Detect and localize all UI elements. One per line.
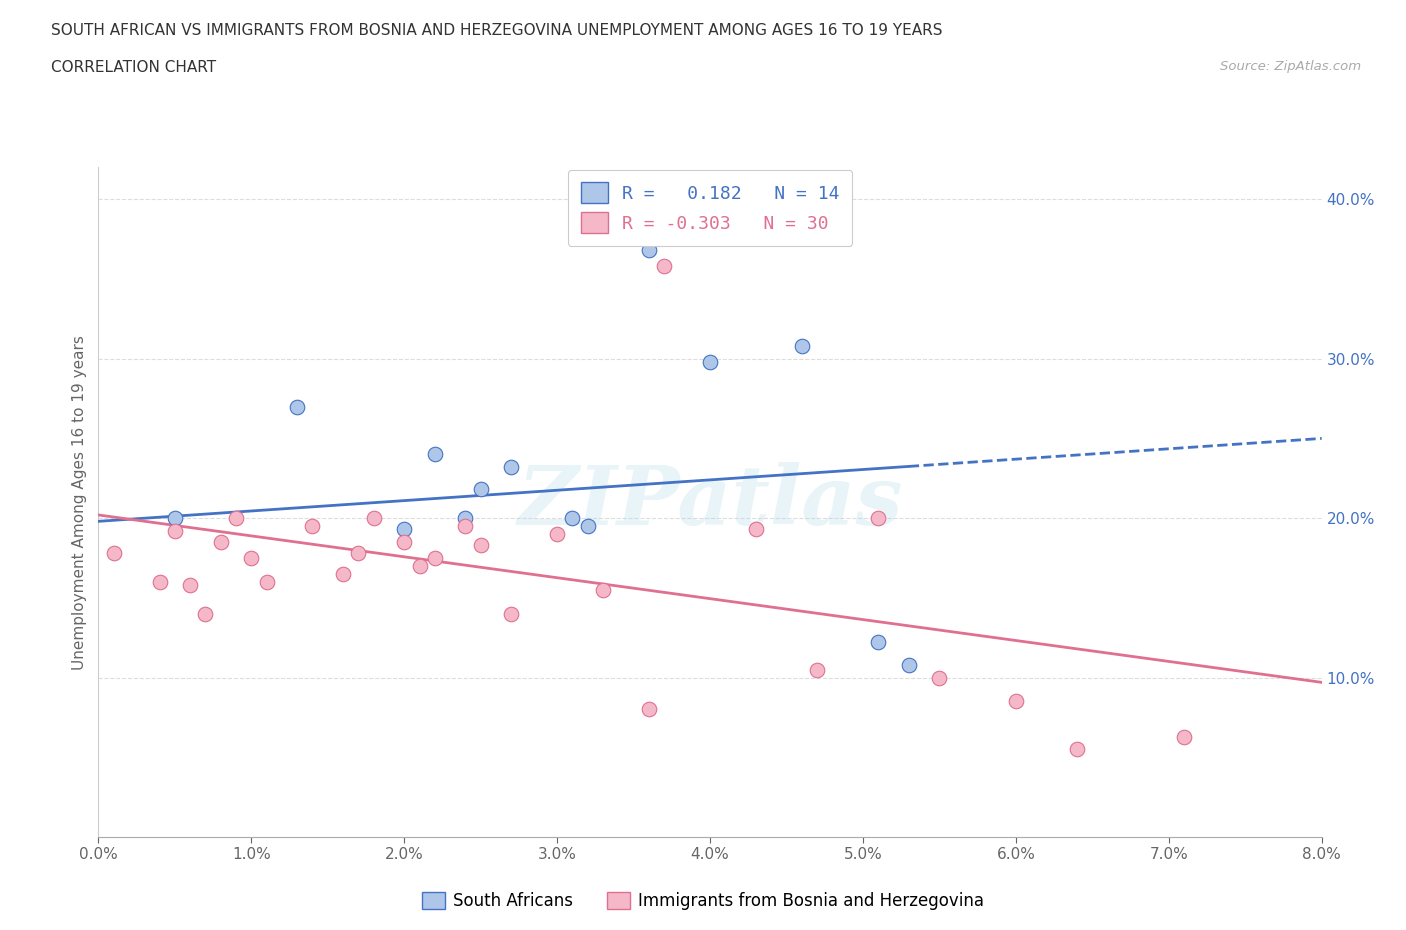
Point	[470, 482, 492, 497]
Point	[928, 671, 950, 685]
Point	[1173, 729, 1195, 744]
Point	[637, 702, 661, 717]
Point	[301, 519, 323, 534]
Point	[392, 535, 416, 550]
Point	[652, 259, 675, 273]
Point	[240, 551, 263, 565]
Point	[470, 538, 492, 552]
Point	[454, 519, 477, 534]
Point	[408, 559, 430, 574]
Point	[637, 243, 661, 258]
Point	[363, 511, 385, 525]
Point	[103, 546, 125, 561]
Point	[423, 447, 446, 462]
Text: ZIPatlas: ZIPatlas	[517, 462, 903, 542]
Point	[163, 511, 186, 525]
Point	[194, 606, 217, 621]
Point	[561, 511, 583, 525]
Point	[868, 511, 890, 525]
Point	[745, 522, 768, 537]
Point	[149, 575, 172, 590]
Point	[163, 524, 186, 538]
Legend: South Africans, Immigrants from Bosnia and Herzegovina: South Africans, Immigrants from Bosnia a…	[415, 885, 991, 917]
Point	[699, 354, 721, 369]
Legend: R =   0.182   N = 14, R = -0.303   N = 30: R = 0.182 N = 14, R = -0.303 N = 30	[568, 170, 852, 246]
Text: Source: ZipAtlas.com: Source: ZipAtlas.com	[1220, 60, 1361, 73]
Point	[332, 566, 354, 581]
Point	[546, 526, 568, 541]
Point	[1004, 694, 1026, 709]
Point	[576, 519, 599, 534]
Text: SOUTH AFRICAN VS IMMIGRANTS FROM BOSNIA AND HERZEGOVINA UNEMPLOYMENT AMONG AGES : SOUTH AFRICAN VS IMMIGRANTS FROM BOSNIA …	[51, 23, 942, 38]
Y-axis label: Unemployment Among Ages 16 to 19 years: Unemployment Among Ages 16 to 19 years	[72, 335, 87, 670]
Point	[285, 399, 308, 414]
Point	[501, 459, 523, 474]
Point	[897, 658, 920, 672]
Point	[592, 582, 614, 597]
Point	[392, 522, 416, 537]
Point	[454, 511, 477, 525]
Point	[179, 578, 201, 592]
Point	[1066, 742, 1088, 757]
Point	[225, 511, 247, 525]
Point	[790, 339, 813, 353]
Point	[501, 606, 523, 621]
Point	[868, 635, 890, 650]
Point	[423, 551, 446, 565]
Point	[256, 575, 278, 590]
Point	[209, 535, 232, 550]
Point	[806, 662, 828, 677]
Point	[347, 546, 370, 561]
Text: CORRELATION CHART: CORRELATION CHART	[51, 60, 215, 75]
